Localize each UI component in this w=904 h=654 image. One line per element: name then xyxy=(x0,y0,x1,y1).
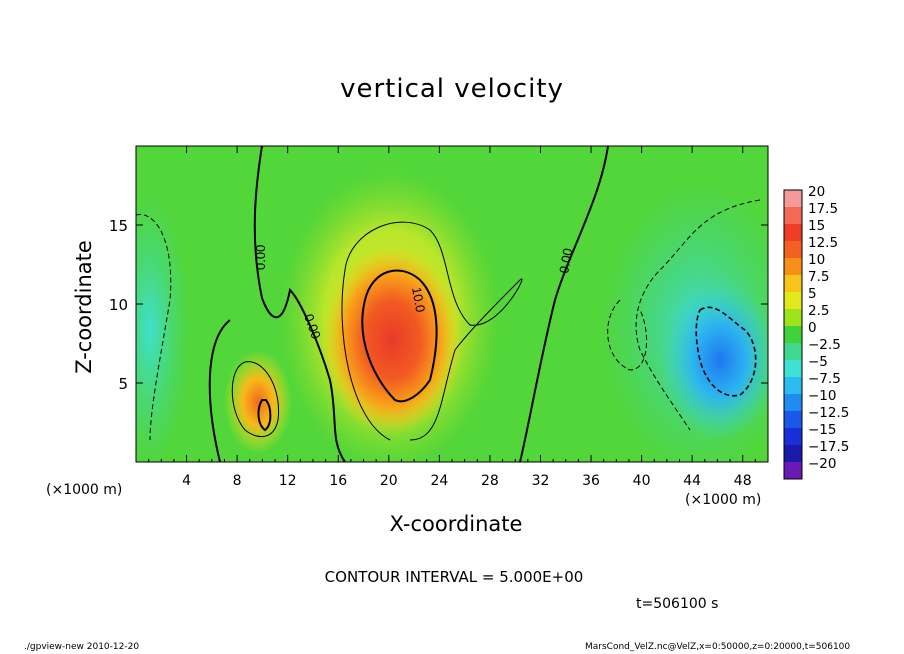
y-axis-label: Z-coordinate xyxy=(72,240,96,374)
colorbar-label: 15 xyxy=(808,218,825,234)
footer-right: MarsCond_VelZ.nc@VelZ,x=0:50000,z=0:2000… xyxy=(585,642,851,652)
colorbar-label: −12.5 xyxy=(808,405,849,421)
colorbar-swatch xyxy=(784,275,802,292)
contour-interval-text: CONTOUR INTERVAL = 5.000E+00 xyxy=(324,568,584,586)
x-axis: 4 8 12 16 20 24 28 32 36 40 44 48 xyxy=(148,146,756,489)
x-tick-label: 8 xyxy=(233,473,242,489)
footer-left: ./gpview-new 2010-12-20 xyxy=(24,642,140,652)
x-tick-label: 12 xyxy=(279,473,297,489)
y-tick-label: 15 xyxy=(109,217,128,235)
x-tick-label: 40 xyxy=(633,473,651,489)
x-axis-label: X-coordinate xyxy=(389,512,523,536)
colorbar-swatch xyxy=(784,326,802,343)
colorbar: 2017.51512.5107.552.50−2.5−5−7.5−10−12.5… xyxy=(783,184,849,480)
colorbar-label: −10 xyxy=(808,388,837,404)
colorbar-swatch xyxy=(784,411,802,428)
colorbar-swatch xyxy=(784,428,802,445)
x-tick-label: 32 xyxy=(532,473,550,489)
contour-label-1: 0.00 xyxy=(253,245,268,270)
x-tick-label: 36 xyxy=(582,473,600,489)
x-unit-right: (×1000 m) xyxy=(685,492,762,508)
colorbar-label: −2.5 xyxy=(808,337,841,353)
colorbar-label: −17.5 xyxy=(808,439,849,455)
contour-lines xyxy=(208,146,609,462)
colorbar-label: 5 xyxy=(808,286,817,302)
x-unit-left: (×1000 m) xyxy=(46,482,123,498)
colorbar-swatch xyxy=(784,377,802,394)
colorbar-label: 12.5 xyxy=(808,235,838,251)
colorbar-label: 2.5 xyxy=(808,303,829,319)
colorbar-label: 20 xyxy=(808,184,825,200)
colorbar-label: −20 xyxy=(808,456,837,472)
colorbar-swatch xyxy=(784,394,802,411)
colorbar-label: 17.5 xyxy=(808,201,838,217)
contour-label-4: 10.0 xyxy=(409,286,428,314)
y-axis: 5 10 15 xyxy=(109,217,768,393)
x-tick-label: 44 xyxy=(683,473,701,489)
x-tick-label: 24 xyxy=(430,473,448,489)
x-tick-label: 16 xyxy=(329,473,347,489)
colorbar-swatch xyxy=(784,309,802,326)
colorbar-label: −7.5 xyxy=(808,371,841,387)
colorbar-swatch xyxy=(784,241,802,258)
colorbar-label: 7.5 xyxy=(808,269,829,285)
colorbar-label: 0 xyxy=(808,320,817,336)
colorbar-label: −15 xyxy=(808,422,837,438)
colorbar-label: 10 xyxy=(808,252,825,268)
x-tick-label: 4 xyxy=(182,473,191,489)
colorbar-swatch xyxy=(784,258,802,275)
chart-title: vertical velocity xyxy=(340,74,564,104)
colorbar-swatch xyxy=(784,207,802,224)
colorbar-label: −5 xyxy=(808,354,828,370)
colorbar-swatch xyxy=(784,292,802,309)
colorbar-swatch xyxy=(784,360,802,377)
colorbar-swatch xyxy=(784,445,802,462)
time-stamp: t=506100 s xyxy=(636,596,719,612)
colorbar-swatch xyxy=(784,190,802,207)
contour-label-3: 0.00 xyxy=(556,247,575,275)
colorbar-swatch xyxy=(784,462,802,479)
x-tick-label: 28 xyxy=(481,473,499,489)
y-tick-label: 10 xyxy=(109,296,128,314)
x-tick-label: 48 xyxy=(734,473,752,489)
x-tick-label: 20 xyxy=(380,473,398,489)
colorbar-swatch xyxy=(784,343,802,360)
y-tick-label: 5 xyxy=(118,375,128,393)
colorbar-swatch xyxy=(784,224,802,241)
negative-contours xyxy=(136,199,761,441)
colorbar-frame xyxy=(783,189,803,480)
